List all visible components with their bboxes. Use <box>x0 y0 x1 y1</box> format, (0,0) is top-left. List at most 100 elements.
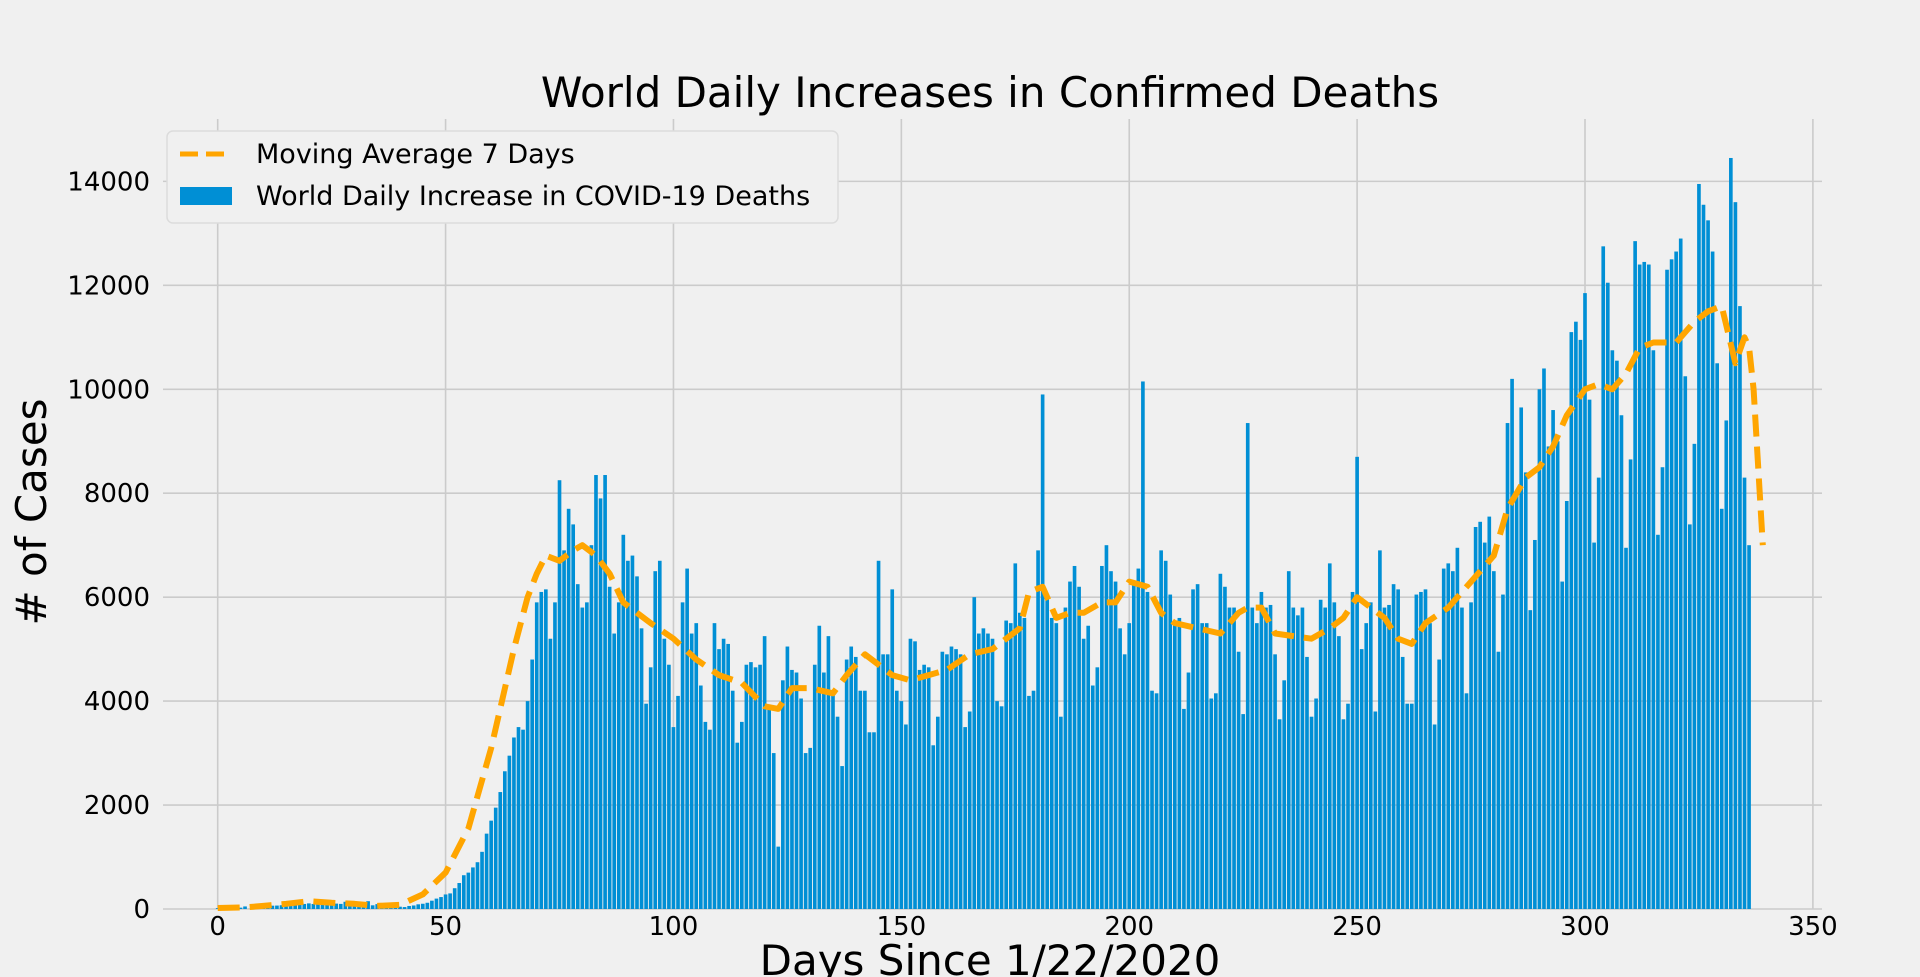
bar <box>1596 477 1601 909</box>
bar <box>334 903 339 909</box>
bar <box>594 475 598 909</box>
bar <box>644 703 648 909</box>
bar <box>1245 423 1250 909</box>
bar <box>1127 623 1132 909</box>
bar <box>671 727 676 909</box>
bar <box>1054 623 1059 909</box>
bar <box>503 771 507 909</box>
bar <box>1204 623 1209 909</box>
legend-frame <box>166 130 839 224</box>
bar <box>762 636 767 909</box>
bar <box>1045 594 1050 909</box>
bar <box>316 901 320 909</box>
bar <box>840 766 844 909</box>
bar <box>1355 456 1359 909</box>
bar <box>1314 698 1318 909</box>
bar <box>1628 459 1633 909</box>
bar <box>1551 410 1555 909</box>
bar <box>1441 568 1446 909</box>
bar <box>439 897 443 909</box>
bar <box>954 649 958 909</box>
x-axis-label: Days Since 1/22/2020 <box>760 936 1221 977</box>
bar <box>945 654 949 909</box>
bar <box>1460 607 1464 909</box>
bar <box>1533 539 1537 909</box>
bar <box>908 638 913 909</box>
bar <box>1519 407 1524 909</box>
bar <box>1697 183 1701 909</box>
moving-average-series <box>217 303 1766 911</box>
bar <box>781 680 785 909</box>
bar <box>698 685 703 909</box>
bar <box>1323 607 1328 909</box>
bar <box>1286 571 1291 909</box>
bar <box>297 904 302 909</box>
bar <box>712 623 717 909</box>
y-tick-label: 8000 <box>84 479 150 509</box>
bar <box>1318 599 1323 909</box>
bar <box>1049 617 1054 909</box>
bar <box>1633 241 1637 909</box>
bar <box>603 475 607 909</box>
bar <box>238 907 243 909</box>
bar <box>1332 602 1337 909</box>
y-tick-label: 12000 <box>67 271 150 301</box>
bar <box>457 883 462 909</box>
bar <box>1396 589 1400 909</box>
bar <box>958 654 963 909</box>
bar <box>653 571 658 909</box>
x-tick-label: 150 <box>877 912 927 942</box>
bar <box>717 649 721 909</box>
bar <box>1592 542 1596 909</box>
bar <box>1706 220 1710 909</box>
bar <box>744 664 749 909</box>
bar <box>1036 550 1040 909</box>
bar <box>726 643 730 909</box>
bar <box>890 589 895 909</box>
bar <box>863 690 867 909</box>
bar <box>534 602 539 909</box>
bar <box>1255 623 1259 909</box>
bar <box>1555 441 1560 909</box>
bar <box>489 820 493 909</box>
bar <box>1309 716 1314 909</box>
bar <box>1747 545 1751 909</box>
bar <box>307 903 311 909</box>
bar <box>1469 602 1473 909</box>
bar <box>1423 589 1428 909</box>
bar <box>1350 591 1355 909</box>
bar <box>370 905 375 909</box>
bar <box>771 753 776 909</box>
bar <box>799 698 803 909</box>
bar <box>1223 586 1227 909</box>
y-tick-label: 14000 <box>67 167 150 197</box>
bar <box>1619 415 1624 909</box>
bar <box>949 646 954 909</box>
bar <box>484 833 489 909</box>
bar <box>1432 724 1437 909</box>
bar <box>639 628 644 909</box>
bar <box>626 560 630 909</box>
bar <box>1537 389 1542 909</box>
bar <box>338 903 343 909</box>
bar <box>430 900 434 909</box>
bar <box>1473 526 1478 909</box>
bar <box>1177 617 1182 909</box>
bar <box>1008 623 1013 909</box>
bar <box>1724 420 1729 909</box>
y-tick-label: 4000 <box>84 687 150 717</box>
bar <box>1327 563 1332 909</box>
bar <box>580 607 585 909</box>
bar <box>648 667 653 909</box>
bar <box>835 716 840 909</box>
bar <box>557 480 562 909</box>
bar <box>1409 703 1414 909</box>
bar <box>1405 703 1410 909</box>
bar <box>1564 501 1569 909</box>
bar <box>498 792 503 909</box>
bar <box>794 672 799 909</box>
bar <box>416 904 421 909</box>
bar <box>1688 524 1692 909</box>
bar <box>767 706 771 909</box>
bar <box>480 851 484 909</box>
